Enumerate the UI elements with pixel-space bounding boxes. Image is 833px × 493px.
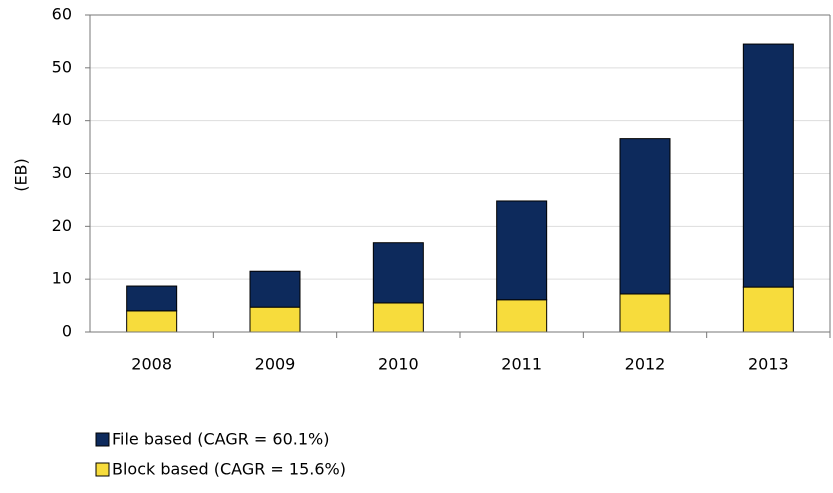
y-tick-label: 50 (52, 57, 72, 76)
bar-segment (496, 200, 548, 301)
bar-segment (249, 270, 301, 308)
y-tick-label: 30 (52, 163, 72, 182)
legend-label: Block based (CAGR = 15.6%) (112, 460, 346, 479)
x-tick-label: 2008 (131, 355, 172, 374)
x-tick-label: 2009 (255, 355, 296, 374)
bar-segment (619, 293, 671, 333)
bar-segment (496, 299, 548, 333)
x-tick-label: 2013 (748, 355, 789, 374)
bar-segment (619, 138, 671, 295)
x-tick-label: 2010 (378, 355, 419, 374)
bar-segment (126, 285, 178, 312)
y-axis-label: (EB) (12, 158, 31, 192)
y-tick-label: 10 (52, 269, 72, 288)
y-tick-label: 20 (52, 216, 72, 235)
bar-segment (249, 306, 301, 333)
legend-label: File based (CAGR = 60.1%) (112, 430, 329, 449)
bar-segment (742, 43, 794, 288)
y-tick-label: 40 (52, 110, 72, 129)
bar-segment (742, 286, 794, 333)
y-tick-label: 60 (52, 5, 72, 24)
bar-segment (126, 310, 178, 333)
x-tick-label: 2012 (625, 355, 666, 374)
legend-swatch (95, 462, 110, 477)
x-tick-label: 2011 (501, 355, 542, 374)
bar-segment (372, 242, 424, 304)
bar-segment (372, 302, 424, 333)
y-tick-label: 0 (62, 322, 72, 341)
legend-swatch (95, 432, 110, 447)
